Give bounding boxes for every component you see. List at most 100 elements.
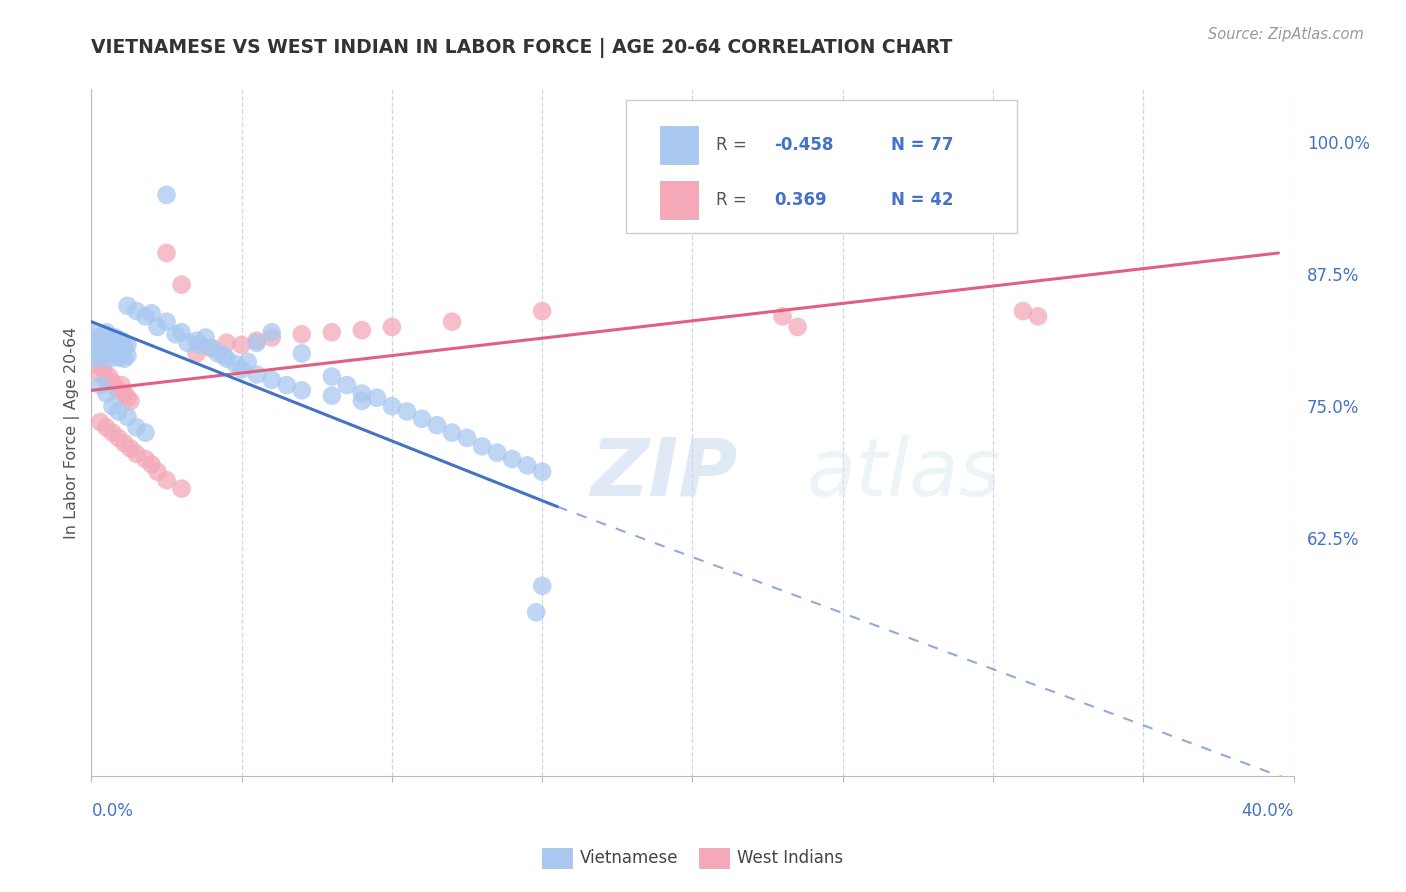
Point [155, 315, 177, 329]
Point [93, 330, 115, 344]
Point [246, 334, 269, 348]
Point [350, 386, 373, 401]
Point [440, 425, 463, 440]
Point [440, 315, 463, 329]
Point [89, 335, 111, 350]
Point [516, 458, 538, 473]
Point [194, 330, 217, 344]
Point [225, 357, 247, 371]
Point [125, 447, 148, 461]
Point [186, 334, 208, 348]
Point [86, 330, 108, 344]
Point [321, 389, 343, 403]
Point [117, 349, 139, 363]
Point [531, 465, 554, 479]
Text: R =: R = [717, 191, 758, 209]
Point [104, 341, 127, 355]
Point [107, 351, 129, 365]
Point [98, 351, 121, 366]
Point [101, 335, 124, 350]
Text: Source: ZipAtlas.com: Source: ZipAtlas.com [1208, 27, 1364, 42]
Point [411, 412, 433, 426]
Point [531, 304, 554, 318]
Point [125, 420, 148, 434]
Point [486, 446, 509, 460]
Text: R =: R = [717, 136, 752, 153]
Point [170, 482, 193, 496]
Point [186, 346, 208, 360]
Point [104, 380, 127, 394]
Point [141, 458, 163, 472]
Point [101, 425, 124, 440]
Point [155, 246, 177, 260]
Point [231, 338, 253, 352]
Point [120, 393, 142, 408]
Text: 0.369: 0.369 [775, 191, 827, 209]
Point [350, 323, 373, 337]
Point [246, 368, 269, 382]
Point [114, 351, 136, 366]
Point [501, 452, 523, 467]
Text: 40.0%: 40.0% [1241, 802, 1294, 820]
Point [471, 439, 494, 453]
Point [381, 399, 404, 413]
Point [456, 431, 478, 445]
Point [117, 409, 139, 424]
Point [117, 299, 139, 313]
Point [170, 277, 193, 292]
Point [155, 473, 177, 487]
Point [215, 351, 238, 366]
Point [395, 404, 418, 418]
Point [114, 386, 136, 401]
Point [134, 425, 156, 440]
Point [93, 346, 115, 360]
Point [96, 325, 118, 339]
Point [212, 349, 235, 363]
Point [125, 304, 148, 318]
Point [215, 335, 238, 350]
Point [101, 376, 124, 390]
Point [141, 306, 163, 320]
Point [291, 327, 314, 342]
Text: VIETNAMESE VS WEST INDIAN IN LABOR FORCE | AGE 20-64 CORRELATION CHART: VIETNAMESE VS WEST INDIAN IN LABOR FORCE… [91, 38, 953, 58]
Point [101, 399, 124, 413]
Text: N = 77: N = 77 [891, 136, 953, 153]
FancyBboxPatch shape [626, 100, 1017, 234]
Point [321, 369, 343, 384]
Point [83, 325, 105, 339]
Point [96, 338, 118, 352]
Point [201, 341, 224, 355]
Point [107, 338, 129, 352]
Point [207, 346, 229, 360]
Point [336, 378, 359, 392]
Point [1026, 310, 1049, 324]
Point [146, 465, 169, 479]
Point [86, 351, 108, 366]
Point [188, 338, 211, 352]
Point [772, 310, 794, 324]
Point [89, 415, 111, 429]
Point [98, 369, 121, 384]
Point [96, 420, 118, 434]
Point [155, 187, 177, 202]
Y-axis label: In Labor Force | Age 20-64: In Labor Force | Age 20-64 [65, 326, 80, 539]
Point [381, 320, 404, 334]
Point [96, 373, 118, 387]
Point [107, 384, 129, 398]
Point [246, 335, 269, 350]
Point [110, 334, 132, 348]
Point [165, 327, 187, 342]
Point [531, 579, 554, 593]
Point [786, 320, 808, 334]
Text: ZIP: ZIP [591, 434, 738, 513]
Point [170, 325, 193, 339]
Point [117, 391, 139, 405]
Text: -0.458: -0.458 [775, 136, 834, 153]
Point [98, 334, 121, 348]
Point [107, 431, 129, 445]
Point [117, 338, 139, 352]
Point [110, 378, 132, 392]
FancyBboxPatch shape [659, 181, 699, 219]
Point [89, 378, 111, 392]
Point [1012, 304, 1035, 318]
